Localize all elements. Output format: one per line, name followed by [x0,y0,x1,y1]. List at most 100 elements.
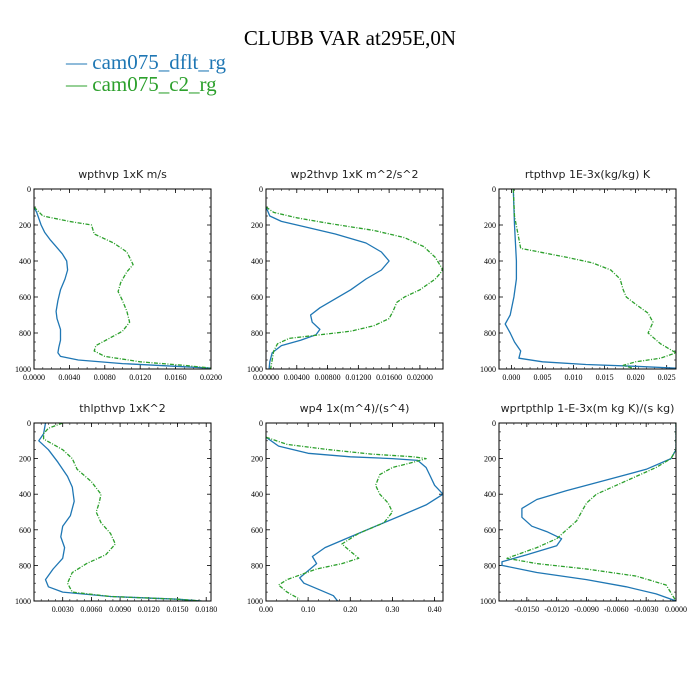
panel-3: rtpthvp 1E-3x(kg/kg) K 0 200 400 600 800 1000 0… [480,168,677,382]
x-tick-label: 0.025 [658,373,676,382]
legend-entry-dflt: — cam075_dflt_rg [66,50,227,74]
legend-swatch: — [66,50,93,74]
y-tick-label: 1000 [247,597,263,606]
y-tick-label: 400 [484,490,496,499]
panel-6: wprtpthlp 1-E-3x(m kg K)/(s kg) 0 200 400 60… [480,402,687,614]
y-tick-label: 200 [251,455,263,464]
y-tick-label: 800 [251,561,263,570]
x-tick-label: 0.0040 [58,373,80,382]
series-line-c2 [266,436,427,600]
x-tick-label: 0.0160 [165,373,187,382]
panel-title: wp2thvp 1xK m^2/s^2 [290,168,418,181]
panel-title: wp4 1x(m^4)/(s^4) [300,402,410,415]
y-tick-label: 600 [484,293,496,302]
y-tick-label: 600 [19,526,31,535]
x-tick-label: 0.0000 [665,605,687,614]
y-tick-label: 0 [27,419,31,428]
panel-title: rtpthvp 1E-3x(kg/kg) K [525,168,651,181]
y-tick-label: 800 [484,561,496,570]
y-tick-label: 600 [484,526,496,535]
y-tick-label: 400 [484,257,496,266]
panel-frame [265,188,444,370]
x-tick-label: 0.02000 [407,373,433,382]
series-line-dflt [38,423,202,601]
x-tick-label: 0.20 [343,605,357,614]
panel-title: wpthvp 1xK m/s [78,168,167,181]
x-tick-label: 0.01600 [376,373,402,382]
y-tick-label: 1000 [15,365,31,374]
x-tick-label: 0.0030 [52,605,74,614]
x-tick-label: 0.00 [259,605,273,614]
y-tick-label: 0 [259,185,263,194]
panel-4: thlpthvp 1xK^2 0 200 400 600 800 1000 0.0030 0.0… [15,402,217,614]
series-line-c2 [34,206,211,369]
x-tick-label: -0.0060 [604,605,629,614]
x-tick-label: 0.0080 [94,373,116,382]
chart-title: CLUBB VAR at295E,0N [243,26,457,50]
y-tick-label: 800 [251,329,263,338]
x-tick-label: 0.0060 [80,605,102,614]
y-tick-label: 600 [251,293,263,302]
x-tick-label: 0.0120 [129,373,151,382]
x-tick-label: 0.00800 [315,373,341,382]
legend-entry-c2: — cam075_c2_rg [66,72,217,96]
y-tick-label: 400 [251,490,263,499]
series-line-c2 [42,423,202,601]
x-tick-label: 0.0000 [23,373,45,382]
panel-2: wp2thvp 1xK m^2/s^2020040060080010000.00… [247,168,444,382]
y-tick-label: 200 [19,455,31,464]
x-tick-label: 0.015 [596,373,614,382]
series-line-dflt [504,189,676,369]
x-tick-label: 0.0200 [200,373,222,382]
panel-frame [265,422,444,602]
x-tick-label: 0.01200 [345,373,371,382]
x-tick-label: 0.40 [428,605,442,614]
x-tick-label: 0.020 [627,373,645,382]
y-tick-label: 800 [19,329,31,338]
x-tick-label: 0.0090 [109,605,131,614]
x-tick-label: -0.0090 [574,605,599,614]
panel-title: wprtpthlp 1-E-3x(m kg K)/(s kg) [501,402,675,415]
series-line-c2 [512,189,676,369]
panel-frame [498,422,677,602]
y-tick-label: 400 [251,257,263,266]
x-tick-label: 0.00000 [253,373,279,382]
x-tick-label: 0.30 [385,605,399,614]
series-line-dflt [34,206,211,369]
x-tick-label: 0.0150 [167,605,189,614]
panel-frame [33,188,212,370]
y-tick-label: 200 [484,221,496,230]
series-line-dflt [266,436,443,601]
series-line-c2 [266,206,443,369]
panel-title: thlpthvp 1xK^2 [79,402,166,415]
y-tick-label: 0 [492,419,496,428]
y-tick-label: 200 [484,455,496,464]
y-tick-label: 200 [19,221,31,230]
y-tick-label: 200 [251,221,263,230]
x-tick-label: 0.0120 [138,605,160,614]
series-line-c2 [506,423,676,601]
y-tick-label: 400 [19,490,31,499]
y-tick-label: 800 [19,561,31,570]
x-tick-label: 0.010 [565,373,583,382]
y-tick-label: 1000 [247,365,263,374]
y-tick-label: 0 [259,419,263,428]
x-tick-label: 0.00400 [284,373,310,382]
y-tick-label: 600 [19,293,31,302]
x-tick-label: 0.005 [533,373,551,382]
x-tick-label: -0.0030 [634,605,659,614]
series-line-dflt [266,206,390,369]
x-tick-label: -0.0150 [515,605,540,614]
panel-frame [33,422,212,602]
y-tick-label: 0 [27,185,31,194]
y-tick-label: 1000 [15,597,31,606]
y-tick-label: 400 [19,257,31,266]
y-tick-label: 600 [251,526,263,535]
y-tick-label: 1000 [480,365,496,374]
y-tick-label: 800 [484,329,496,338]
series-line-dflt [501,423,676,601]
y-tick-label: 1000 [480,597,496,606]
